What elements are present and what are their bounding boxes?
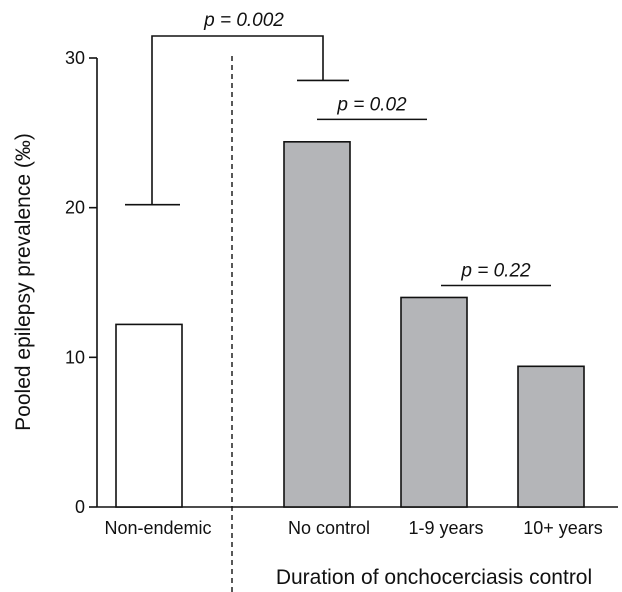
bar-1-9-years <box>400 296 468 508</box>
category-label: No control <box>288 518 370 538</box>
p-value-label: p = 0.22 <box>460 260 531 281</box>
category-label: Non-endemic <box>104 518 211 538</box>
y-axis-title: Pooled epilepsy prevalence (‰) <box>12 133 35 431</box>
significance-annotations: p = 0.002 p = 0.02 p = 0.22 <box>125 10 551 287</box>
y-tick-label: 10 <box>65 347 85 367</box>
significance-bracket <box>151 35 324 205</box>
y-tick-label: 0 <box>75 497 85 517</box>
bar-10-years <box>517 365 585 508</box>
bar-non-endemic <box>115 323 183 508</box>
y-tick-label: 20 <box>65 198 85 218</box>
y-ticks: 0 10 20 30 <box>65 48 97 517</box>
bars <box>115 141 585 508</box>
bar-no-control <box>283 141 351 508</box>
category-labels: Non-endemic No control 1-9 years 10+ years <box>104 518 602 538</box>
p-value-label: p = 0.002 <box>203 10 284 31</box>
category-label: 10+ years <box>523 518 603 538</box>
category-label: 1-9 years <box>408 518 483 538</box>
y-tick-label: 30 <box>65 48 85 68</box>
p-value-label: p = 0.02 <box>336 94 407 115</box>
x-axis-title: Duration of onchocerciasis control <box>276 566 592 589</box>
